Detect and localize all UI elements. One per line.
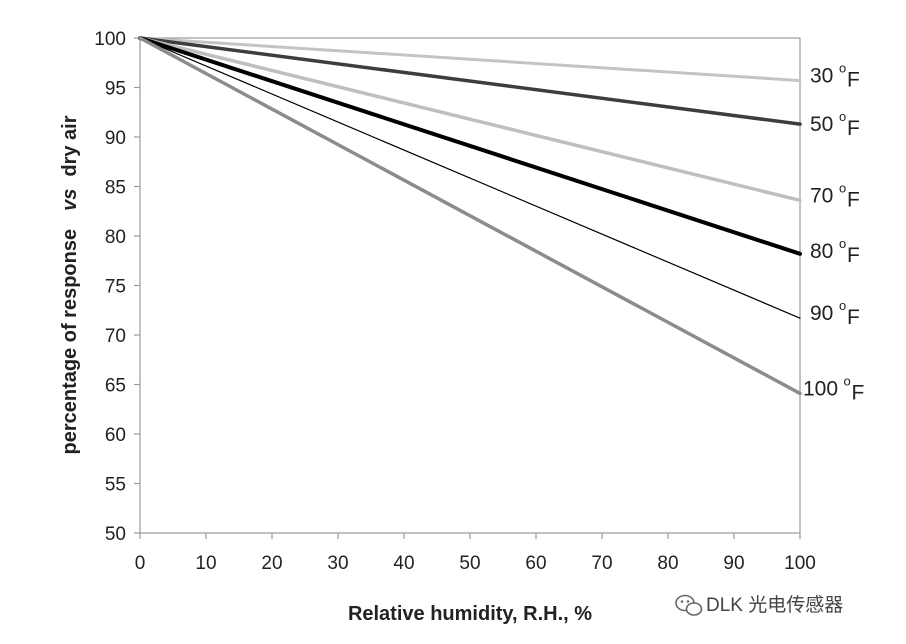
x-tick-label: 90 <box>723 553 744 574</box>
y-axis-ticks: 50 55 60 65 70 75 80 85 90 95 100 <box>94 29 140 545</box>
wechat-icon <box>675 594 703 616</box>
series-line-30F <box>138 36 802 83</box>
series-label-value: 90 <box>810 302 833 325</box>
series-label-value: 30 <box>810 65 833 88</box>
y-axis-title-main: percentage of response <box>59 229 81 455</box>
watermark: DLK 光电传感器 <box>675 594 843 616</box>
series-line-50F <box>138 36 802 126</box>
y-axis-title-tail: dry air <box>59 115 81 176</box>
y-tick-label: 70 <box>105 326 126 347</box>
x-axis-ticks: 0 10 20 30 40 50 60 70 80 90 100 <box>135 533 816 574</box>
series-label-90F: 90 oF <box>810 298 860 329</box>
series-label-50F: 50 oF <box>810 109 860 140</box>
y-axis-title-vs: vs <box>59 189 81 211</box>
series-label-30F: 30 oF <box>810 61 860 92</box>
x-tick-label: 100 <box>784 553 816 574</box>
series-label-value: 80 <box>810 240 833 263</box>
series-line-100F <box>138 36 802 396</box>
degree-symbol: o <box>839 180 846 195</box>
y-tick-label: 50 <box>105 524 126 545</box>
y-tick-label: 55 <box>105 475 126 496</box>
series-label-70F: 70 oF <box>810 180 860 211</box>
x-tick-label: 40 <box>393 553 414 574</box>
series-line-80F <box>138 36 802 256</box>
degree-symbol: o <box>839 61 846 76</box>
y-tick-label: 60 <box>105 425 126 446</box>
y-tick-label: 95 <box>105 79 126 100</box>
series-label-value: 100 <box>803 377 838 400</box>
degree-symbol: o <box>844 373 851 388</box>
series-line-70F <box>138 36 802 203</box>
x-tick-label: 50 <box>459 553 480 574</box>
x-tick-label: 20 <box>261 553 282 574</box>
series-label-80F: 80 oF <box>810 236 860 267</box>
y-tick-label: 65 <box>105 376 126 397</box>
y-tick-label: 100 <box>94 29 126 50</box>
x-tick-label: 30 <box>327 553 348 574</box>
series-label-unit: F <box>847 69 860 92</box>
x-tick-label: 80 <box>657 553 678 574</box>
y-tick-label: 90 <box>105 128 126 149</box>
watermark-text: DLK 光电传感器 <box>706 594 843 616</box>
y-tick-label: 75 <box>105 277 126 298</box>
x-tick-label: 70 <box>591 553 612 574</box>
series-lines <box>138 36 802 396</box>
x-tick-label: 60 <box>525 553 546 574</box>
x-tick-label: 10 <box>195 553 216 574</box>
series-label-unit: F <box>847 306 860 329</box>
degree-symbol: o <box>839 236 846 251</box>
y-tick-label: 85 <box>105 178 126 199</box>
y-tick-label: 80 <box>105 227 126 248</box>
series-label-unit: F <box>852 381 865 404</box>
y-axis-title: percentage of response vs dry air <box>59 115 81 454</box>
x-axis-title: Relative humidity, R.H., % <box>348 603 592 625</box>
series-label-value: 50 <box>810 113 833 136</box>
series-label-100F: 100 oF <box>803 373 864 404</box>
series-label-unit: F <box>847 188 860 211</box>
series-line-90F <box>139 37 801 319</box>
series-label-unit: F <box>847 244 860 267</box>
series-label-value: 70 <box>810 184 833 207</box>
series-label-unit: F <box>847 117 860 140</box>
degree-symbol: o <box>839 298 846 313</box>
x-tick-label: 0 <box>135 553 146 574</box>
degree-symbol: o <box>839 109 846 124</box>
